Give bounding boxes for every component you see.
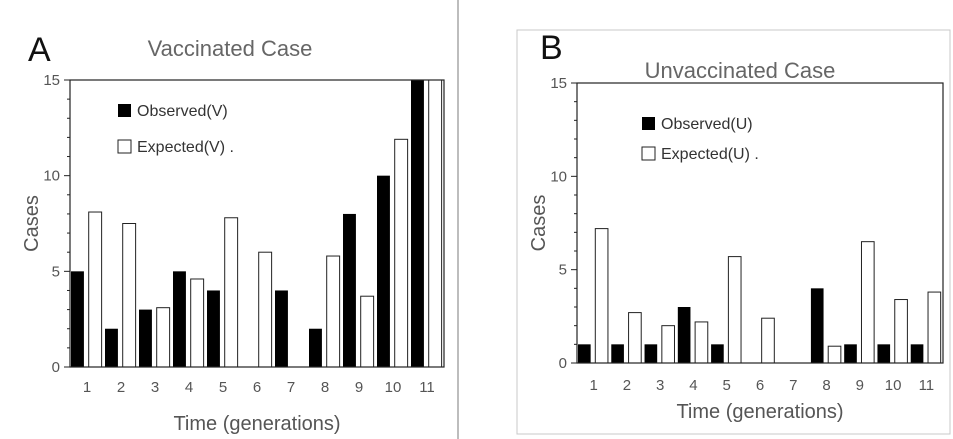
- y-tick-label-0: 0: [52, 359, 60, 376]
- bar-expected-8: [326, 255, 341, 368]
- x-axis-title: Time (generations): [676, 401, 843, 423]
- x-tick-label-4: 4: [689, 377, 697, 394]
- bar-observed-5: [711, 344, 724, 363]
- bar-expected-11: [927, 291, 942, 364]
- x-tick-label-3: 3: [151, 379, 159, 396]
- bar-observed-5: [207, 290, 220, 367]
- x-tick-label-10: 10: [885, 377, 902, 394]
- bar-observed-2: [611, 344, 624, 363]
- panel-b-frame: [516, 29, 951, 435]
- y-tick-label-10: 10: [43, 168, 60, 185]
- panel-a: A Vaccinated Case 1 2 3 4 5 6 7 8 9 10 11 0 5 10 15 Time …: [21, 31, 445, 435]
- bar-observed-2: [105, 328, 118, 367]
- bar-observed-9: [343, 213, 356, 367]
- bar-expected-6: [258, 251, 273, 368]
- x-tick-label-4: 4: [185, 379, 193, 396]
- x-tick-label-2: 2: [117, 379, 125, 396]
- legend-swatch-expected: [641, 146, 656, 161]
- legend-swatch-observed: [118, 104, 131, 117]
- bar-expected-4: [694, 321, 709, 364]
- y-tick-label-0: 0: [559, 355, 567, 372]
- bar-observed-4: [677, 307, 691, 363]
- bar-expected-5: [224, 217, 239, 368]
- bar-expected-11: [428, 79, 443, 368]
- x-tick-label-7: 7: [287, 379, 295, 396]
- bar-expected-3: [156, 307, 171, 368]
- bar-expected-6: [761, 317, 775, 364]
- bar-observed-1: [71, 271, 84, 367]
- legend-label-expected: Expected(U) .: [661, 146, 759, 163]
- plot-area-a: [69, 79, 445, 368]
- y-axis-title: Cases: [528, 195, 550, 252]
- bar-expected-4: [190, 278, 205, 368]
- x-tick-label-9: 9: [355, 379, 363, 396]
- x-tick-label-11: 11: [919, 377, 935, 394]
- legend-label-expected: Expected(V) .: [137, 139, 234, 156]
- x-tick-label-1: 1: [83, 379, 91, 396]
- x-tick-label-8: 8: [321, 379, 329, 396]
- x-tick-label-6: 6: [756, 377, 764, 394]
- y-tick-label-5: 5: [52, 263, 60, 280]
- x-tick-label-8: 8: [822, 377, 830, 394]
- x-tick-label-2: 2: [623, 377, 631, 394]
- x-tick-label-6: 6: [253, 379, 261, 396]
- bar-observed-10: [377, 175, 390, 367]
- legend-label-observed: Observed(V): [137, 103, 228, 120]
- y-tick-label-15: 15: [550, 75, 567, 92]
- bar-expected-3: [661, 325, 675, 364]
- legend-label-observed: Observed(U): [661, 116, 753, 133]
- bar-expected-10: [894, 299, 908, 364]
- bar-observed-4: [173, 271, 186, 367]
- bar-observed-3: [644, 344, 658, 363]
- bar-expected-2: [122, 223, 137, 368]
- bar-observed-9: [844, 344, 857, 363]
- legend-swatch-observed: [642, 117, 655, 130]
- bar-observed-11: [910, 344, 924, 363]
- x-tick-label-11: 11: [419, 379, 435, 396]
- panel-label-a: A: [28, 31, 51, 69]
- chart-title-a: Vaccinated Case: [148, 36, 313, 61]
- bar-observed-10: [877, 344, 891, 363]
- y-axis-title: Cases: [21, 195, 43, 252]
- x-tick-label-9: 9: [856, 377, 864, 394]
- x-axis-title: Time (generations): [173, 413, 340, 435]
- panel-b: B Unvaccinated Case 1 2 3 4 5 6 7 8 9 10 11 0 5 10 15 Tim…: [528, 29, 944, 423]
- y-tick-label-5: 5: [559, 262, 567, 279]
- bar-observed-7: [275, 290, 288, 367]
- bar-expected-10: [394, 138, 409, 368]
- bar-observed-8: [309, 328, 322, 367]
- bar-expected-1: [594, 228, 609, 364]
- bar-expected-8: [827, 345, 842, 364]
- bar-expected-5: [727, 256, 742, 364]
- chart-title-b: Unvaccinated Case: [645, 58, 836, 83]
- x-tick-label-1: 1: [589, 377, 597, 394]
- bar-expected-1: [88, 211, 103, 368]
- bar-observed-11: [411, 80, 424, 367]
- x-tick-label-10: 10: [385, 379, 402, 396]
- panel-label-b: B: [540, 29, 563, 67]
- bar-observed-8: [810, 288, 824, 363]
- bar-observed-3: [139, 309, 152, 367]
- x-tick-label-7: 7: [789, 377, 797, 394]
- x-tick-label-5: 5: [723, 377, 731, 394]
- bar-expected-2: [628, 312, 642, 364]
- legend-swatch-expected: [117, 139, 132, 154]
- x-tick-label-3: 3: [656, 377, 664, 394]
- x-tick-label-5: 5: [219, 379, 227, 396]
- bar-expected-9: [360, 295, 375, 368]
- bar-expected-9: [860, 241, 875, 364]
- plot-area-b: [576, 82, 944, 364]
- y-tick-label-10: 10: [550, 168, 567, 185]
- bar-observed-1: [578, 344, 591, 363]
- y-tick-label-15: 15: [43, 72, 60, 89]
